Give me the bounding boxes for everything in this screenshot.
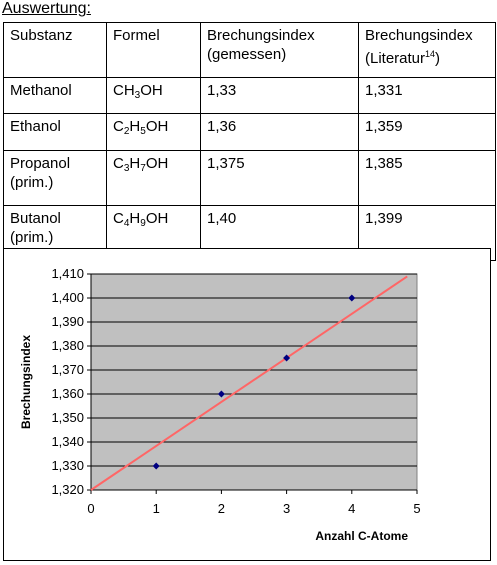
substance-name: Ethanol	[10, 118, 61, 135]
header-label: Substanz	[10, 27, 73, 44]
formula-subscript: 3	[123, 163, 130, 174]
y-axis-label: Brechungsindex	[19, 335, 33, 429]
cell-formula: C2H5OH	[106, 113, 201, 151]
data-point	[283, 354, 291, 362]
formula-subscript: 5	[140, 126, 146, 137]
results-table: Substanz Formel Brechungsindex (gemessen)…	[3, 22, 496, 261]
page-heading: Auswertung:	[2, 0, 91, 17]
substance-name: Propanol	[10, 155, 71, 172]
header-label: Brechungsindex	[207, 27, 315, 44]
table-row: Methanol CH3OH 1,33 1,331	[3, 77, 496, 114]
header-measured: Brechungsindex (gemessen)	[200, 22, 359, 78]
y-tick-label: 1,380	[51, 338, 84, 353]
chart-container: 1,320 1,330 1,340 1,350 1,360 1,370 1,380 1,390…	[3, 248, 491, 561]
data-point	[152, 462, 160, 470]
x-tick-label: 3	[283, 501, 290, 516]
header-paren: )	[435, 50, 441, 67]
cell-literature: 1,385	[358, 150, 496, 206]
formula-part: OH	[140, 82, 163, 99]
header-label: Brechungsindex	[365, 27, 473, 44]
formula-part: H	[129, 155, 141, 172]
formula-subscript: 9	[140, 218, 146, 229]
x-tick-label: 0	[87, 501, 94, 516]
y-tick-label: 1,340	[51, 434, 84, 449]
substance-qualifier: (prim.)	[10, 229, 54, 246]
formula-subscript: 7	[140, 163, 146, 174]
formula-part: H	[129, 210, 141, 227]
table-row: Propanol (prim.) C3H7OH 1,375 1,385	[3, 150, 496, 206]
header-substance: Substanz	[3, 22, 107, 78]
footnote-ref: 14	[425, 49, 436, 59]
trendline	[90, 275, 408, 491]
scatter-chart: 1,320 1,330 1,340 1,350 1,360 1,370 1,380 1,390…	[19, 266, 421, 543]
x-axis-label: Anzahl C-Atome	[315, 529, 408, 543]
data-point	[348, 294, 356, 302]
formula-part: OH	[145, 118, 169, 135]
formula: C4H9OH	[113, 210, 169, 229]
substance-name: Methanol	[10, 82, 72, 99]
y-tick-label: 1,360	[51, 386, 84, 401]
header-sublabel: (Literatur	[365, 50, 426, 67]
data-point	[217, 390, 225, 398]
cell-substance: Ethanol	[3, 113, 107, 151]
formula: CH3OH	[113, 82, 163, 101]
header-literature: Brechungsindex (Literatur14)	[358, 22, 496, 78]
header-formula: Formel	[106, 22, 201, 78]
table-row: Ethanol C2H5OH 1,36 1,359	[3, 113, 496, 151]
substance-qualifier: (prim.)	[10, 174, 54, 191]
y-tick-label: 1,400	[51, 290, 84, 305]
cell-measured: 1,36	[200, 113, 359, 151]
formula-part: H	[129, 118, 141, 135]
y-tick-label: 1,350	[51, 410, 84, 425]
substance-name: Butanol	[10, 210, 61, 227]
x-tick-label: 2	[218, 501, 225, 516]
x-tick-label: 5	[413, 501, 420, 516]
formula-part: OH	[145, 155, 169, 172]
header-sublabel: (gemessen)	[207, 46, 287, 63]
y-tick-label: 1,330	[51, 458, 84, 473]
header-label: Formel	[113, 27, 160, 44]
x-tick-label: 1	[153, 501, 160, 516]
formula-subscript: 4	[123, 218, 130, 229]
cell-literature: 1,331	[358, 77, 496, 114]
y-tick-label: 1,370	[51, 362, 84, 377]
formula: C2H5OH	[113, 118, 169, 137]
formula-part: OH	[145, 210, 169, 227]
y-tick-label: 1,410	[51, 266, 84, 281]
formula-subscript: 3	[134, 90, 141, 101]
y-tick-label: 1,320	[51, 482, 84, 497]
formula-part: C	[113, 210, 124, 227]
x-tick-label: 4	[348, 501, 355, 516]
y-tick-label: 1,390	[51, 314, 84, 329]
cell-formula: C3H7OH	[106, 150, 201, 206]
cell-literature: 1,359	[358, 113, 496, 151]
formula-part: C	[113, 118, 124, 135]
cell-formula: CH3OH	[106, 77, 201, 114]
cell-substance: Methanol	[3, 77, 107, 114]
cell-substance: Propanol (prim.)	[3, 150, 107, 206]
formula-part: C	[113, 155, 124, 172]
cell-measured: 1,375	[200, 150, 359, 206]
formula-subscript: 2	[123, 126, 130, 137]
formula: C3H7OH	[113, 155, 169, 174]
table-header-row: Substanz Formel Brechungsindex (gemessen)…	[3, 22, 496, 78]
cell-measured: 1,33	[200, 77, 359, 114]
formula-part: CH	[113, 82, 135, 99]
